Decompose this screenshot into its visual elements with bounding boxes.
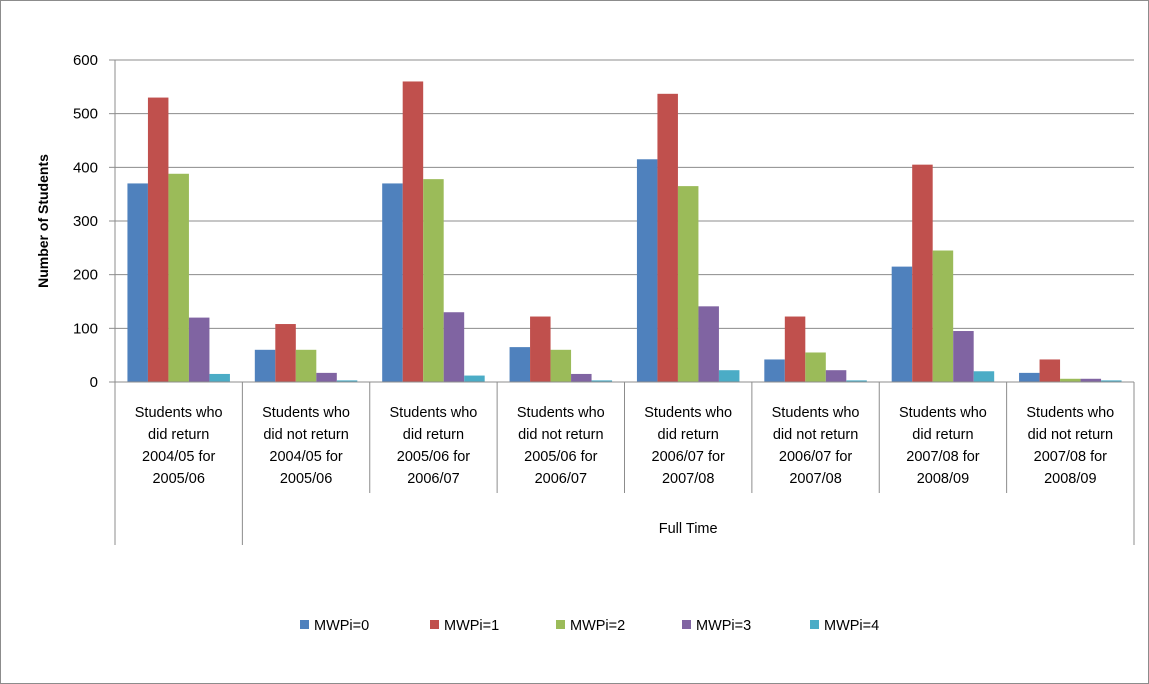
bar bbox=[443, 312, 465, 382]
bar bbox=[953, 331, 974, 382]
axes bbox=[114, 60, 1135, 545]
y-tick-label: 200 bbox=[73, 267, 98, 284]
legend-swatch bbox=[300, 620, 309, 629]
bar bbox=[147, 97, 169, 383]
bar bbox=[316, 372, 337, 382]
bar bbox=[1080, 378, 1102, 382]
legend-label: MWPi=2 bbox=[570, 618, 625, 634]
category-label: Students who did return 2006/07 for 2007/08 bbox=[644, 405, 732, 487]
legend-item: MWPi=3 bbox=[682, 618, 751, 634]
y-tick-label: 600 bbox=[73, 52, 98, 69]
bar bbox=[550, 349, 572, 382]
legend: MWPi=0 MWPi=1 MWPi=2 MWPi=3 MWPi=4 bbox=[300, 618, 879, 634]
bar bbox=[168, 173, 189, 382]
bar bbox=[591, 380, 613, 382]
y-tick-label: 300 bbox=[73, 213, 98, 230]
bar bbox=[1101, 380, 1122, 382]
category-label: Students who did not return 2004/05 for 200… bbox=[262, 405, 350, 487]
y-tick-label: 500 bbox=[73, 106, 98, 123]
gridlines bbox=[115, 59, 1134, 329]
y-tick-label: 100 bbox=[73, 320, 98, 337]
bar bbox=[382, 183, 403, 382]
bar bbox=[764, 359, 785, 382]
bar bbox=[336, 380, 358, 382]
legend-item: MWPi=4 bbox=[810, 618, 879, 634]
category-label: Students who did return 2007/08 for 2008/09 bbox=[899, 405, 987, 487]
bar bbox=[509, 347, 531, 382]
bar bbox=[530, 316, 551, 382]
bar bbox=[1039, 359, 1061, 382]
bar bbox=[275, 324, 296, 382]
bar bbox=[677, 186, 699, 382]
y-tick-label: 400 bbox=[73, 159, 98, 176]
bar bbox=[571, 373, 592, 382]
y-axis-label: Number of Students bbox=[35, 154, 51, 288]
legend-label: MWPi=4 bbox=[824, 618, 879, 634]
bar bbox=[636, 159, 658, 382]
legend-swatch bbox=[430, 620, 439, 629]
bar bbox=[209, 373, 230, 382]
bar bbox=[657, 93, 678, 382]
bar bbox=[423, 179, 444, 382]
category-label: Students who did not return 2005/06 for 200… bbox=[517, 405, 605, 487]
group-label: Full Time bbox=[659, 521, 718, 537]
bar bbox=[1019, 372, 1040, 382]
legend-swatch bbox=[556, 620, 565, 629]
category-label: Students who did not return 2006/07 for 200… bbox=[772, 405, 860, 487]
category-label: Students who did return 2004/05 for 2005/06 bbox=[135, 405, 223, 487]
bars bbox=[127, 81, 1122, 383]
bar bbox=[295, 349, 317, 382]
y-tick-label: 0 bbox=[90, 374, 98, 391]
bar bbox=[188, 317, 210, 382]
bar bbox=[1060, 378, 1081, 382]
bar bbox=[973, 371, 995, 382]
category-labels: Students who did return 2004/05 for 2005/06… bbox=[135, 405, 1115, 487]
bar bbox=[784, 316, 806, 382]
bar bbox=[254, 349, 276, 382]
legend-item: MWPi=0 bbox=[300, 618, 369, 634]
bar bbox=[891, 266, 913, 382]
bar bbox=[932, 250, 954, 382]
legend-label: MWPi=1 bbox=[444, 618, 499, 634]
legend-label: MWPi=0 bbox=[314, 618, 369, 634]
bar bbox=[464, 375, 485, 382]
bar bbox=[718, 370, 740, 382]
legend-swatch bbox=[682, 620, 691, 629]
bar bbox=[846, 380, 867, 382]
bar bbox=[912, 164, 933, 382]
legend-label: MWPi=3 bbox=[696, 618, 751, 634]
bar bbox=[805, 352, 826, 382]
category-label: Students who did not return 2007/08 for 200… bbox=[1026, 405, 1114, 487]
y-axis-ticks: 0 100 200 300 400 500 600 bbox=[73, 52, 115, 391]
legend-swatch bbox=[810, 620, 819, 629]
bar bbox=[127, 183, 148, 382]
legend-item: MWPi=2 bbox=[556, 618, 625, 634]
bar bbox=[402, 81, 424, 382]
legend-item: MWPi=1 bbox=[430, 618, 499, 634]
category-label: Students who did return 2005/06 for 2006/07 bbox=[390, 405, 478, 487]
bar bbox=[825, 370, 847, 382]
bar bbox=[698, 306, 719, 382]
